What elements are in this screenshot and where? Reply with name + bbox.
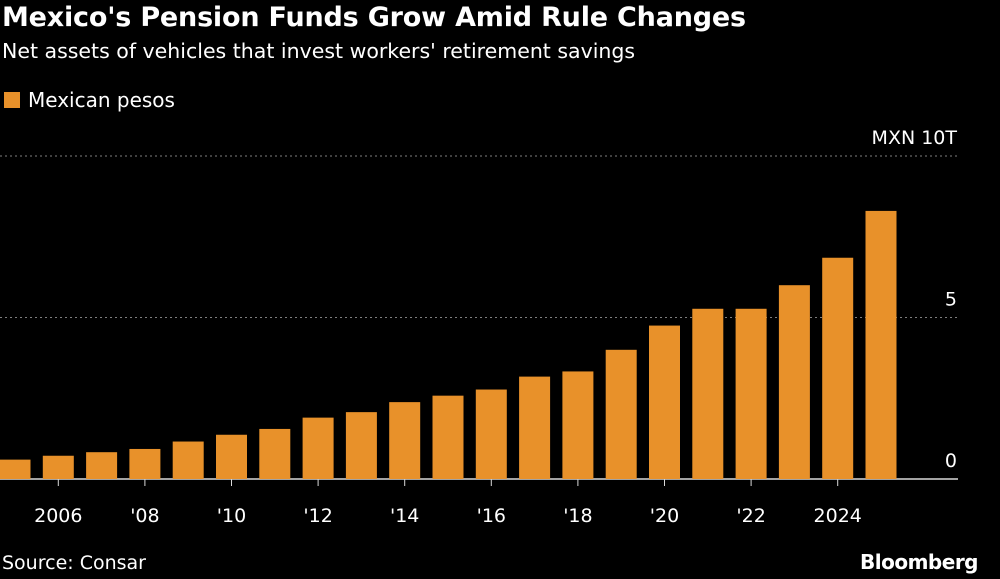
chart-title: Mexico's Pension Funds Grow Amid Rule Ch… (2, 2, 746, 33)
bar (42, 455, 74, 479)
bar (389, 402, 421, 479)
bar (172, 441, 204, 479)
bars (0, 210, 897, 479)
bar (649, 325, 680, 479)
x-tick-label: '22 (736, 505, 765, 527)
source-note: Source: Consar (2, 552, 146, 574)
x-tick-label: '10 (217, 505, 246, 527)
bar (562, 371, 594, 479)
bar (735, 308, 767, 479)
bar (605, 349, 637, 479)
bar (259, 428, 291, 479)
x-tick-label: '16 (477, 505, 506, 527)
bar (519, 376, 551, 479)
bar (475, 389, 507, 479)
x-tick-label: '18 (563, 505, 592, 527)
x-tick-label: '08 (130, 505, 159, 527)
x-axis-ticks: 2006 '08 '10 '12 '14 '16 '18 '20 '22 2024 (34, 479, 862, 527)
bar (345, 412, 377, 479)
bar (692, 308, 724, 479)
legend: Mexican pesos (4, 88, 175, 112)
bar (216, 434, 247, 479)
x-tick-label: '14 (390, 505, 419, 527)
legend-swatch (4, 92, 20, 108)
bar (432, 395, 464, 479)
x-tick-label: 2024 (814, 505, 862, 527)
bar (302, 417, 334, 479)
bar (129, 448, 161, 479)
bar (822, 257, 854, 479)
chart-subtitle: Net assets of vehicles that invest worke… (2, 39, 636, 63)
y-tick-label: MXN 10T (872, 127, 958, 149)
bar (865, 210, 897, 479)
bar (0, 459, 31, 479)
y-tick-label: 5 (945, 289, 957, 311)
bar (86, 452, 118, 479)
x-tick-label: '12 (303, 505, 332, 527)
x-tick-label: '20 (650, 505, 679, 527)
bloomberg-logo: Bloomberg (860, 550, 978, 574)
y-axis-ticks: 0 5 MXN 10T (872, 127, 958, 472)
bar (778, 285, 810, 479)
legend-label: Mexican pesos (28, 88, 175, 112)
x-tick-label: 2006 (34, 505, 82, 527)
y-tick-label: 0 (945, 450, 957, 472)
